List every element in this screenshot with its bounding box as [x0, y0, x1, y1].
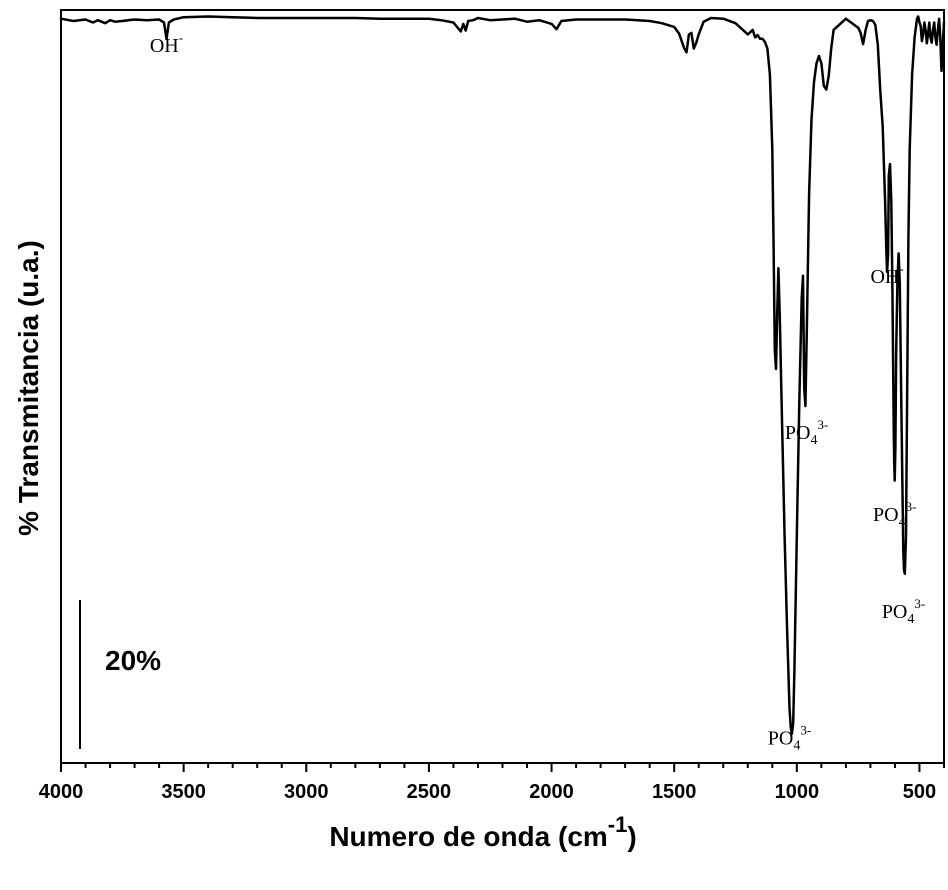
peak-annotation-base: OH: [150, 35, 179, 57]
peak-annotation-subscript: 4: [899, 515, 906, 530]
x-axis-ticks: [60, 763, 945, 772]
peak-annotation-base: PO: [768, 728, 794, 750]
x-tick-label: 2500: [407, 781, 452, 803]
peak-annotation-subscript: 4: [811, 433, 818, 448]
plot-area: [59, 9, 946, 764]
spectrum-series-line: [59, 15, 946, 736]
x-axis-title: Numero de onda (cm-1): [329, 812, 636, 852]
x-tick-label: 1500: [652, 781, 697, 803]
scale-bar-label: 20%: [105, 645, 161, 676]
scale-bar: 20%: [79, 600, 161, 749]
peak-annotation: PO43-: [768, 723, 811, 754]
peak-annotation-base: PO: [873, 504, 899, 526]
peak-annotation-base: PO: [785, 422, 811, 444]
peak-annotation-superscript: 3-: [818, 417, 829, 432]
peak-annotation: OH-: [870, 261, 903, 288]
peak-annotation: PO43-: [785, 417, 828, 448]
peak-annotation-subscript: 4: [793, 739, 800, 754]
peak-annotation-superscript: 3-: [906, 499, 917, 514]
peak-annotation-superscript: -: [179, 30, 183, 45]
peak-annotation: PO43-: [882, 596, 925, 627]
peak-annotations: OH-OH-PO43-PO43-PO43-PO43-: [150, 30, 925, 754]
peak-annotation-base: PO: [882, 601, 908, 623]
peak-annotation-subscript: 4: [907, 612, 914, 627]
x-tick-label: 3500: [161, 781, 206, 803]
x-axis-title-superscript: -1: [608, 812, 628, 837]
peak-annotation: PO43-: [873, 499, 916, 530]
x-tick-label: 4000: [39, 781, 84, 803]
peak-annotation-superscript: 3-: [914, 596, 925, 611]
x-axis-title-main: Numero de onda (cm: [329, 821, 607, 852]
x-tick-label: 2000: [529, 781, 574, 803]
x-tick-label: 500: [903, 781, 936, 803]
x-tick-label: 3000: [284, 781, 329, 803]
peak-annotation-superscript: 3-: [800, 723, 811, 738]
x-tick-label: 1000: [775, 781, 820, 803]
x-axis-title-close: ): [627, 821, 636, 852]
peak-annotation: OH-: [150, 30, 183, 57]
peak-annotation-base: OH: [870, 266, 899, 288]
peak-annotation-superscript: -: [899, 261, 903, 276]
y-axis-title: % Transmitancia (u.a.): [13, 240, 44, 536]
x-axis-tick-labels: 4000 3500 3000 2500 2000 1500 1000 500: [39, 781, 936, 803]
